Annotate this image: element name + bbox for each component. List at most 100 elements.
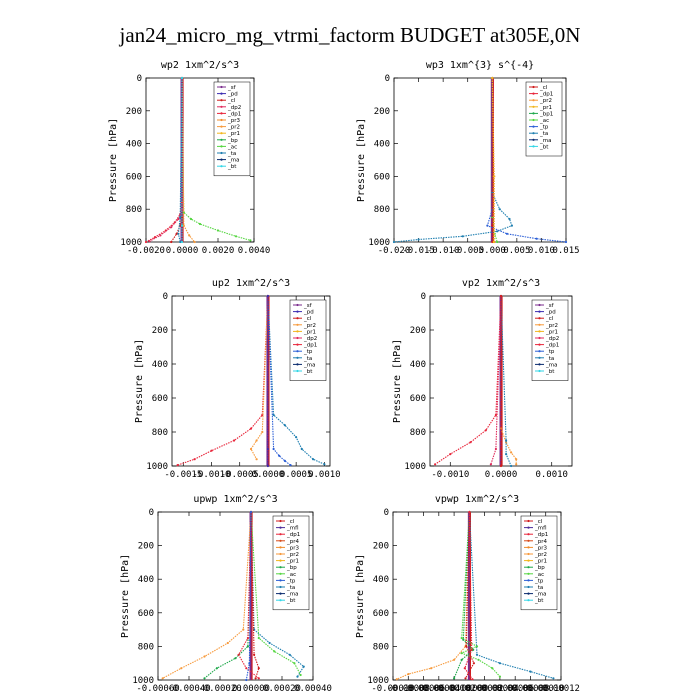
legend-label: _cl	[534, 519, 543, 525]
legend-marker	[279, 546, 282, 549]
legend: _sf_pd_cl_pr2_pr1_dp2_dp1_tp_ta_ma_bt	[289, 299, 327, 381]
legend-label: _ma	[534, 592, 546, 598]
data-point	[203, 677, 206, 680]
series-line-cl	[250, 511, 260, 679]
legend-label: _bt	[303, 369, 313, 375]
data-point	[499, 447, 503, 451]
data-point	[471, 678, 474, 681]
legend-marker	[527, 592, 530, 595]
legend-label: _pr1	[545, 329, 558, 335]
x-tick-label: 0.00010	[527, 684, 565, 694]
panel-up2: up2 1xm^2/s^3 Pressure [hPa] 0 200 400 600 800…	[134, 278, 341, 480]
data-point	[170, 226, 173, 229]
x-tick-label: 0.010	[528, 246, 555, 256]
data-point	[249, 447, 253, 451]
legend-marker	[538, 336, 541, 340]
series-line-dp1	[177, 295, 269, 466]
legend-label: _pr1	[534, 559, 547, 565]
legend-label: _pr3	[286, 545, 300, 551]
legend-label: _bp1	[539, 111, 553, 117]
legend-label: _ma	[545, 362, 557, 368]
chart-panels: wp2 1xm^2/s^3 Pressure [hPa] 0 200 400 600 800…	[108, 60, 580, 694]
y-tick-label: 1000	[132, 676, 154, 686]
data-point	[210, 449, 213, 452]
data-point	[189, 217, 193, 221]
data-point	[505, 453, 508, 456]
data-point	[463, 667, 466, 670]
plot-frame	[392, 511, 562, 681]
data-point	[180, 240, 184, 244]
legend-marker	[296, 336, 299, 340]
legend-marker	[296, 356, 299, 359]
data-point	[469, 441, 472, 444]
data-point	[475, 653, 479, 656]
data-point	[462, 638, 465, 641]
legend-label: _ma	[286, 592, 298, 598]
data-point	[491, 224, 494, 227]
data-point	[170, 240, 173, 244]
legend-marker	[220, 165, 223, 168]
legend-box	[520, 515, 558, 611]
y-tick-label: 200	[410, 326, 426, 336]
data-point	[496, 240, 499, 244]
y-axis-label: Pressure [hPa]	[392, 339, 403, 423]
legend-marker	[538, 303, 541, 307]
data-point	[491, 76, 494, 80]
y-tick-label: 400	[410, 360, 426, 370]
series-line-dp1	[145, 78, 183, 243]
x-tick-label: -0.00004	[417, 684, 460, 694]
data-point	[257, 677, 260, 680]
x-tick-label: -0.005	[451, 246, 484, 256]
y-tick-label: 1000	[368, 238, 390, 248]
legend-label: _ma	[539, 138, 551, 144]
data-point	[175, 232, 178, 235]
x-tick-label: 0.0040	[238, 246, 271, 256]
x-tick-label: -0.020	[378, 246, 411, 256]
x-tick-label: 0.0005	[280, 470, 313, 480]
legend-label: _tp	[303, 349, 313, 355]
series-line-dp2	[149, 78, 183, 242]
legend-marker	[279, 585, 282, 589]
legend-label: _bp	[534, 565, 545, 571]
data-point	[505, 439, 508, 442]
legend-marker	[538, 350, 541, 353]
series-line-dp1	[434, 295, 502, 465]
legend-marker	[296, 369, 299, 373]
x-tick-label: 0.0000	[166, 246, 199, 256]
legend-box	[531, 299, 569, 381]
legend-marker	[296, 363, 299, 366]
legend-label: _tp	[286, 578, 296, 584]
legend-label: _bt	[545, 369, 555, 375]
data-point	[312, 458, 315, 461]
legend-label: _pr4	[286, 539, 300, 545]
data-point	[510, 451, 513, 454]
data-point	[176, 464, 179, 467]
data-point	[505, 232, 509, 235]
data-point	[254, 677, 257, 680]
legend-label: _pr1	[286, 559, 299, 565]
data-point	[494, 447, 497, 451]
legend-label: _bt	[539, 144, 549, 150]
legend-label: _pr2	[286, 552, 299, 558]
x-tick-label: 0.00002	[466, 684, 504, 694]
legend-marker	[220, 105, 223, 108]
x-tick-label: -0.0010	[431, 470, 469, 480]
legend-marker	[527, 559, 530, 562]
data-point	[266, 464, 269, 468]
series-line-bp	[453, 511, 475, 679]
data-point	[180, 667, 183, 670]
y-tick-label: 200	[374, 107, 390, 117]
legend-marker	[296, 303, 299, 307]
legend-label: _dp1	[286, 532, 300, 538]
data-point	[407, 673, 410, 676]
legend-box	[272, 515, 310, 611]
data-point	[299, 673, 302, 677]
legend-label: _dp1	[545, 343, 559, 349]
legend-label: _pr2	[303, 323, 316, 329]
x-tick-label: -0.00040	[167, 684, 210, 694]
data-point	[296, 675, 299, 678]
y-tick-label: 600	[152, 394, 168, 404]
data-point	[289, 464, 292, 467]
x-tick-label: 0.005	[503, 246, 530, 256]
